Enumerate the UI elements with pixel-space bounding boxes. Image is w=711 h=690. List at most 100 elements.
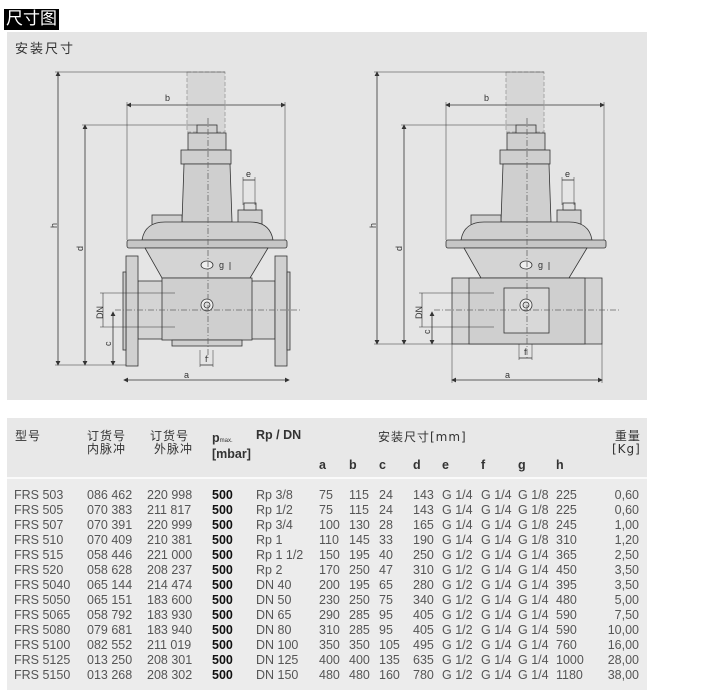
cell-d: 143: [413, 503, 434, 517]
cell-a: 290: [319, 608, 340, 622]
cell-f: G 1/4: [481, 608, 512, 622]
table-row: FRS 503 086 462 220 998 500 Rp 3/8 75 115 24 143…: [7, 488, 647, 503]
cell-pmax: 500: [212, 533, 233, 547]
cell-w: 16,00: [607, 638, 639, 652]
cell-w: 1,00: [614, 518, 639, 532]
cell-b: 115: [349, 488, 369, 502]
cell-e: G 1/2: [442, 548, 473, 562]
cell-h: 245: [556, 518, 577, 532]
cell-g: G 1/4: [518, 623, 549, 637]
table-row: FRS 5040 065 144 214 474 500 DN 40 200 195 65 28…: [7, 578, 647, 593]
cell-ext: 220 998: [147, 488, 193, 502]
cell-f: G 1/4: [481, 623, 512, 637]
cell-e: G 1/4: [442, 488, 473, 502]
cell-int: 070 409: [87, 533, 133, 547]
cell-c: 28: [379, 518, 393, 532]
cell-ext: 221 000: [147, 548, 193, 562]
cell-ext: 210 381: [147, 533, 193, 547]
cell-d: 280: [413, 578, 434, 592]
dim-label-h: h: [368, 223, 378, 228]
dim-label-f: f: [524, 347, 527, 357]
cell-ext: 208 237: [147, 563, 193, 577]
cell-model: FRS 505: [14, 503, 64, 517]
drawing-title: 安装尺寸: [15, 42, 76, 57]
cell-g: G 1/4: [518, 563, 549, 577]
dim-label-g: g: [538, 260, 543, 270]
cell-h: 760: [556, 638, 577, 652]
cell-a: 200: [319, 578, 340, 592]
cell-c: 65: [379, 578, 393, 592]
cell-ext: 220 999: [147, 518, 193, 532]
cell-model: FRS 5100: [14, 638, 71, 652]
cell-pmax: 500: [212, 578, 233, 592]
cell-pmax: 500: [212, 593, 233, 607]
cell-a: 230: [319, 593, 340, 607]
cell-h: 395: [556, 578, 577, 592]
cell-a: 75: [319, 503, 333, 517]
cell-rpdn: DN 150: [256, 668, 299, 682]
cell-rpdn: DN 125: [256, 653, 299, 667]
header-rp-dn: Rp / DN: [256, 428, 302, 442]
cell-ext: 211 019: [147, 638, 192, 652]
cell-pmax: 500: [212, 653, 233, 667]
cell-b: 480: [349, 668, 370, 682]
cell-pmax: 500: [212, 608, 233, 622]
cell-e: G 1/2: [442, 593, 473, 607]
cell-a: 480: [319, 668, 340, 682]
cell-rpdn: DN 80: [256, 623, 292, 637]
dim-label-e: e: [246, 169, 251, 179]
cell-a: 75: [319, 488, 333, 502]
cell-b: 350: [349, 638, 370, 652]
cell-pmax: 500: [212, 503, 233, 517]
cell-a: 150: [319, 548, 340, 562]
cell-rpdn: DN 65: [256, 608, 292, 622]
cell-d: 405: [413, 608, 434, 622]
dim-label-a: a: [184, 370, 189, 380]
cell-rpdn: DN 40: [256, 578, 292, 592]
cell-rpdn: Rp 2: [256, 563, 283, 577]
cell-h: 365: [556, 548, 577, 562]
cell-model: FRS 507: [14, 518, 64, 532]
cell-int: 058 446: [87, 548, 133, 562]
dim-label-g: g: [219, 260, 224, 270]
cell-pmax: 500: [212, 638, 233, 652]
cell-model: FRS 5080: [14, 623, 71, 637]
cell-pmax: 500: [212, 488, 233, 502]
cell-w: 7,50: [614, 608, 639, 622]
cell-ext: 183 930: [147, 608, 193, 622]
cell-d: 495: [413, 638, 434, 652]
cell-w: 3,50: [614, 578, 639, 592]
table-header: 型号 订货号 内脉冲 订货号 外脉冲 pmax. [mbar] Rp / DN 安装…: [7, 418, 647, 479]
cell-h: 590: [556, 623, 577, 637]
cell-int: 058 792: [87, 608, 133, 622]
cell-d: 310: [413, 563, 434, 577]
cell-h: 590: [556, 608, 577, 622]
cell-w: 5,00: [614, 593, 639, 607]
cell-c: 24: [379, 488, 393, 502]
cell-int: 086 462: [87, 488, 133, 502]
table-row: FRS 515 058 446 221 000 500 Rp 1 1/2 150 195 40…: [7, 548, 647, 563]
cell-d: 250: [413, 548, 434, 562]
cell-int: 079 681: [87, 623, 133, 637]
cell-b: 195: [349, 578, 370, 592]
cell-model: FRS 520: [14, 563, 64, 577]
dim-label-c: c: [422, 329, 432, 334]
cell-g: G 1/8: [518, 488, 549, 502]
cell-b: 250: [349, 593, 370, 607]
cell-w: 0,60: [614, 503, 639, 517]
cell-f: G 1/4: [481, 578, 512, 592]
cell-h: 1000: [556, 653, 584, 667]
header-dim-b: b: [349, 458, 357, 472]
table-row: FRS 505 070 383 211 817 500 Rp 1/2 75 115 24 143…: [7, 503, 647, 518]
table-row: FRS 5100 082 552 211 019 500 DN 100 350 350 105…: [7, 638, 647, 653]
cell-c: 160: [379, 668, 400, 682]
dim-label-h: h: [49, 223, 59, 228]
cell-e: G 1/4: [442, 503, 473, 517]
cell-model: FRS 5125: [14, 653, 71, 667]
dim-label-f: f: [205, 354, 208, 364]
cell-g: G 1/4: [518, 548, 549, 562]
cell-pmax: 500: [212, 668, 233, 682]
header-dim-f: f: [481, 458, 486, 472]
cell-f: G 1/4: [481, 563, 512, 577]
cell-g: G 1/4: [518, 653, 549, 667]
